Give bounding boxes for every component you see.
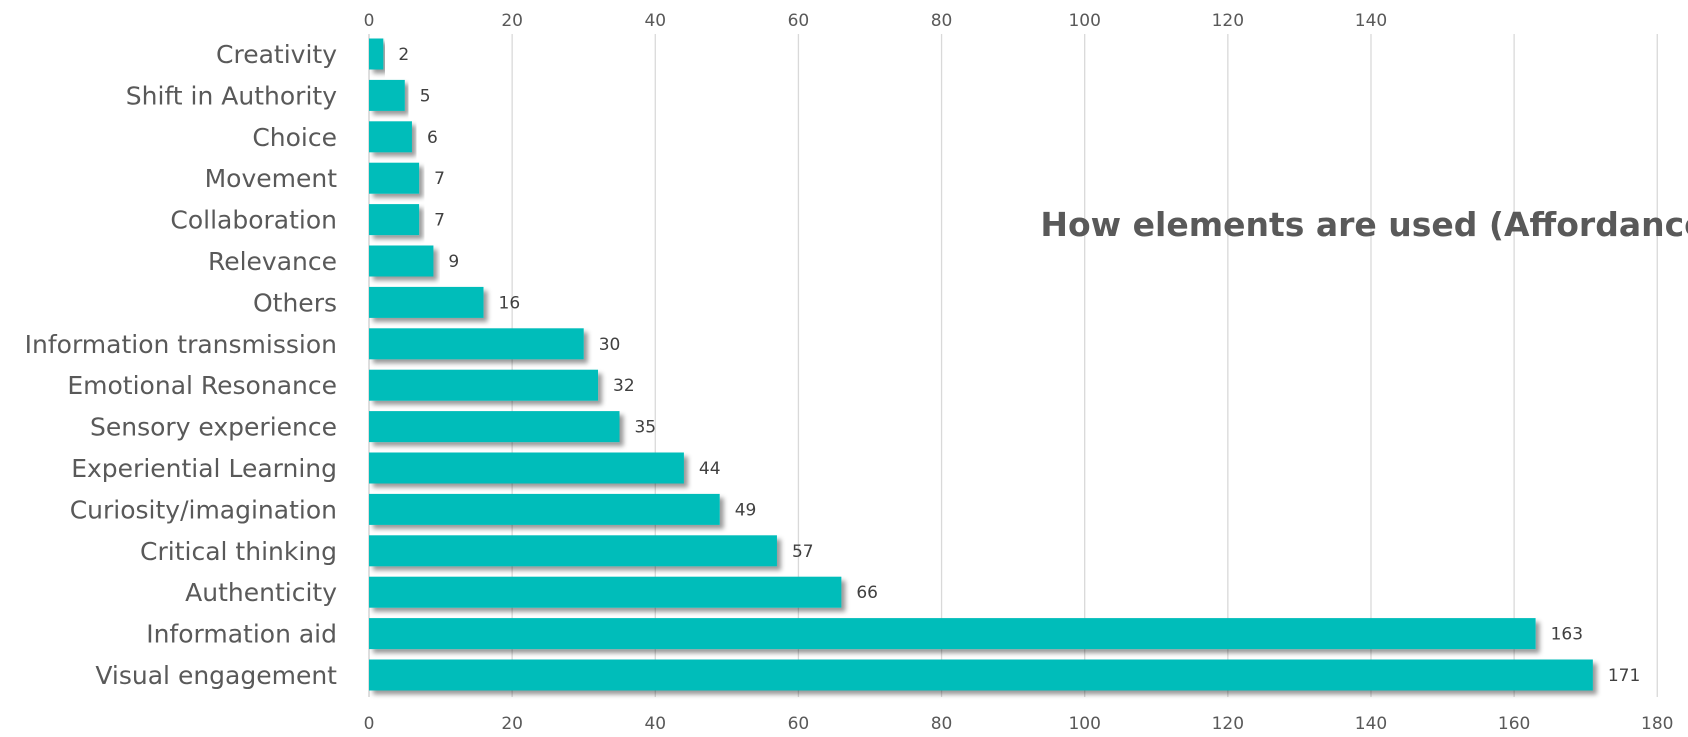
bottom-tick-label: 100 — [1068, 714, 1100, 734]
top-tick-label: 40 — [644, 11, 666, 31]
bottom-tick-label: 60 — [788, 714, 810, 734]
data-label: 7 — [434, 169, 445, 189]
bar — [369, 204, 420, 236]
data-label: 66 — [856, 583, 878, 603]
category-label: Information aid — [146, 620, 337, 649]
bar — [369, 162, 420, 194]
category-label: Curiosity/imagination — [70, 495, 337, 524]
data-label: 6 — [427, 128, 438, 148]
bar — [369, 493, 720, 525]
bar — [369, 576, 842, 608]
top-tick-label: 80 — [931, 11, 953, 31]
data-labels: 2 5 6 7 7 9 16 30 32 35 44 49 57 66 163 171 — [398, 45, 1640, 686]
data-label: 35 — [634, 418, 656, 438]
bar — [369, 452, 684, 484]
bottom-tick-label: 180 — [1641, 714, 1673, 734]
gridlines — [511, 34, 1658, 697]
chart-title: How elements are used (Affordance) — [1040, 205, 1688, 244]
category-label: Creativity — [216, 40, 337, 69]
bottom-tick-label: 0 — [364, 714, 375, 734]
bar — [369, 535, 777, 567]
bar — [369, 121, 412, 153]
bar — [369, 286, 484, 318]
data-label: 163 — [1551, 625, 1583, 645]
bar — [369, 411, 620, 443]
category-label: Emotional Resonance — [67, 371, 337, 400]
category-axis: Creativity Shift in Authority Choice Moveme… — [25, 34, 370, 697]
category-label: Choice — [252, 123, 337, 152]
data-label: 44 — [699, 459, 721, 479]
top-tick-label: 60 — [788, 11, 810, 31]
bottom-tick-label: 140 — [1355, 714, 1387, 734]
data-label: 30 — [599, 335, 621, 355]
data-label: 7 — [434, 211, 445, 231]
category-label: Relevance — [208, 247, 337, 276]
category-label: Authenticity — [185, 578, 337, 607]
bottom-tick-label: 80 — [931, 714, 953, 734]
category-label: Collaboration — [170, 206, 337, 235]
bar — [369, 659, 1593, 691]
top-tick-label: 100 — [1068, 11, 1100, 31]
bar — [369, 38, 384, 70]
top-tick-label: 120 — [1212, 11, 1244, 31]
data-label: 16 — [499, 293, 521, 313]
bottom-tick-label: 40 — [644, 714, 666, 734]
category-label: Others — [253, 288, 337, 317]
bar — [369, 618, 1536, 650]
category-label: Experiential Learning — [71, 454, 337, 483]
data-label: 49 — [735, 500, 757, 520]
category-label: Critical thinking — [140, 537, 337, 566]
data-label: 9 — [448, 252, 459, 272]
bar — [369, 369, 599, 401]
data-label: 57 — [792, 542, 814, 562]
bar — [369, 245, 434, 277]
category-label: Information transmission — [25, 330, 337, 359]
category-label: Sensory experience — [90, 413, 337, 442]
bar — [369, 328, 584, 360]
category-label: Visual engagement — [95, 661, 337, 690]
data-label: 32 — [613, 376, 635, 396]
top-tick-label: 20 — [501, 11, 523, 31]
category-label: Movement — [205, 164, 338, 193]
category-label: Shift in Authority — [126, 81, 337, 110]
bar — [369, 79, 405, 111]
bottom-tick-label: 120 — [1212, 714, 1244, 734]
data-label: 2 — [398, 45, 409, 65]
data-label: 171 — [1608, 666, 1640, 686]
top-x-axis: 0 20 40 60 80 100 120 140 — [364, 11, 1388, 31]
bars — [369, 38, 1593, 691]
bottom-tick-label: 160 — [1498, 714, 1530, 734]
bottom-tick-label: 20 — [501, 714, 523, 734]
top-tick-label: 140 — [1355, 11, 1387, 31]
data-label: 5 — [420, 86, 431, 106]
top-tick-label: 0 — [364, 11, 375, 31]
bottom-x-axis: 0 20 40 60 80 100 120 140 160 180 — [364, 714, 1674, 734]
